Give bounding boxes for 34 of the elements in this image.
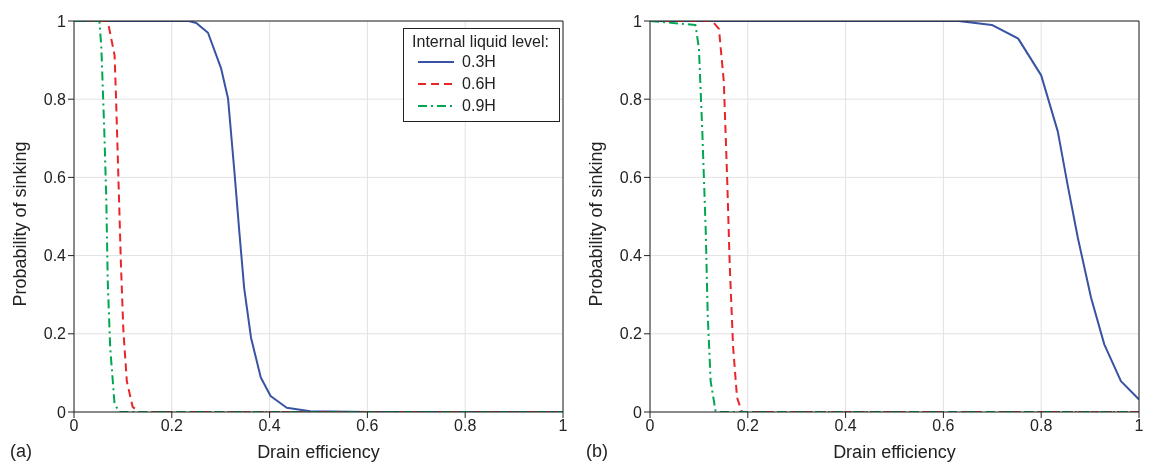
x-tick-label: 0.2 [160, 417, 184, 435]
x-tick-label: 0 [645, 417, 655, 435]
y-tick-label: 0.4 [43, 247, 67, 265]
x-tick-label: 1 [558, 417, 568, 435]
x-tick-label: 0.6 [356, 417, 379, 435]
x-tick-label: 0.8 [1030, 417, 1053, 435]
y-tick-label: 0.6 [43, 169, 67, 187]
x-tick-label: 0.4 [258, 417, 281, 435]
y-axis-title: Probability of sinking [10, 141, 31, 307]
legend-title: Internal liquid level: [412, 33, 549, 51]
legend-label: 0.9H [462, 96, 496, 116]
x-tick-label: 0.8 [454, 417, 477, 435]
y-axis-title: Probability of sinking [586, 141, 607, 307]
y-tick-label: 0.8 [619, 90, 643, 108]
x-axis-title: Drain efficiency [257, 442, 380, 462]
text: (a) [10, 441, 32, 462]
text: (b) [586, 441, 608, 462]
y-tick-label: 0.4 [619, 247, 643, 265]
y-tick-label: 0 [57, 403, 67, 421]
x-tick-label: 0.6 [932, 417, 955, 435]
x-tick-label: 0 [69, 417, 79, 435]
legend-label: 0.3H [462, 52, 496, 72]
legend-label: 0.6H [462, 74, 496, 94]
x-tick-label: 1 [1134, 417, 1144, 435]
y-tick-label: 0.2 [619, 325, 643, 343]
y-tick-label: 1 [633, 12, 643, 30]
y-tick-label: 0.8 [43, 90, 67, 108]
x-axis-title: Drain efficiency [833, 442, 956, 462]
y-tick-label: 0.6 [619, 169, 643, 187]
y-tick-label: 0.2 [43, 325, 67, 343]
x-tick-label: 0.2 [736, 417, 760, 435]
y-tick-label: 0 [633, 403, 643, 421]
y-tick-label: 1 [57, 12, 67, 30]
x-tick-label: 0.4 [834, 417, 857, 435]
